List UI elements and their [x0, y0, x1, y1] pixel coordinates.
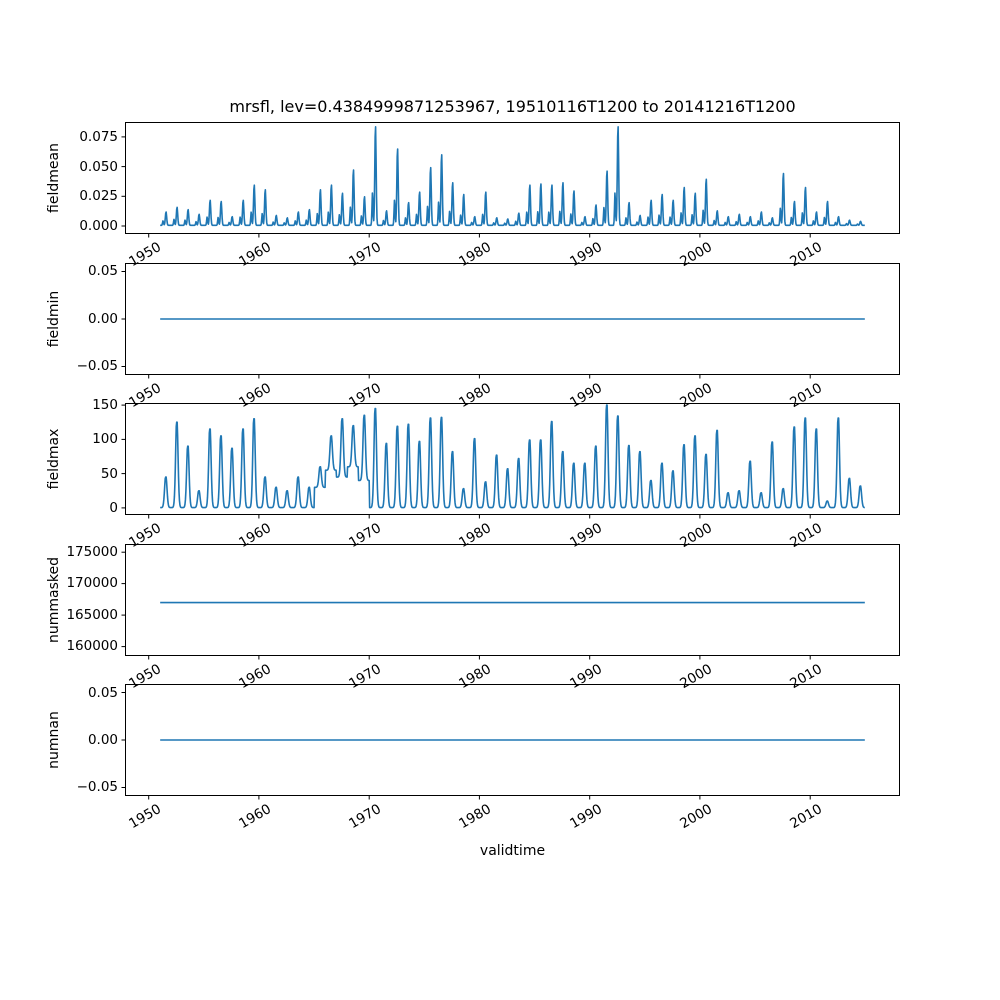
axes-frame [125, 403, 900, 515]
y-tick-label: 0.075 [79, 128, 118, 145]
y-tick-label: 0.00 [87, 310, 118, 327]
y-tick-label: 0.025 [79, 188, 118, 205]
y-axis-label-nummasked: nummasked [46, 556, 62, 643]
subplot-fieldmin-canvas [121, 262, 900, 378]
fieldmean-line [159, 126, 866, 227]
fieldmax-line [159, 404, 866, 509]
subplot-fieldmax-canvas [121, 403, 900, 519]
y-tick-label: −0.05 [76, 779, 118, 796]
chart-title: mrsfl, lev=0.4384999871253967, 19510116T… [229, 97, 796, 116]
y-tick-label: 175000 [66, 543, 118, 560]
y-axis-label-fieldmax: fieldmax [46, 428, 62, 490]
y-axis-label-numnan: numnan [46, 711, 62, 769]
y-tick-label: 170000 [66, 575, 118, 592]
subplot-numnan [121, 684, 900, 800]
axes-frame [125, 262, 900, 375]
x-axis-label: validtime [479, 843, 546, 859]
y-tick-label: 0 [109, 499, 118, 516]
axes-frame [125, 122, 900, 234]
y-tick-label: −0.05 [76, 357, 118, 374]
y-tick-label: 150 [92, 397, 118, 414]
y-tick-label: 50 [100, 465, 118, 482]
y-tick-label: 0.050 [79, 158, 118, 175]
subplot-fieldmin [121, 262, 900, 378]
subplot-numnan-canvas [121, 684, 900, 800]
y-tick-label: 165000 [66, 606, 118, 623]
y-tick-label: 160000 [66, 638, 118, 655]
subplot-fieldmean-canvas [121, 122, 900, 238]
y-tick-label: 0.05 [87, 684, 118, 701]
axes-frame [125, 684, 900, 796]
y-tick-label: 100 [92, 431, 118, 448]
subplot-nummasked-canvas [121, 543, 900, 659]
axes-frame [125, 543, 900, 656]
y-tick-label: 0.00 [87, 732, 118, 748]
y-tick-label: 0.05 [87, 263, 118, 280]
y-tick-label: 0.000 [79, 218, 118, 235]
subplot-nummasked [121, 543, 900, 659]
y-axis-label-fieldmean: fieldmean [46, 143, 62, 213]
subplot-fieldmax [121, 403, 900, 519]
subplot-fieldmean [121, 122, 900, 238]
y-axis-label-fieldmin: fieldmin [46, 290, 62, 347]
